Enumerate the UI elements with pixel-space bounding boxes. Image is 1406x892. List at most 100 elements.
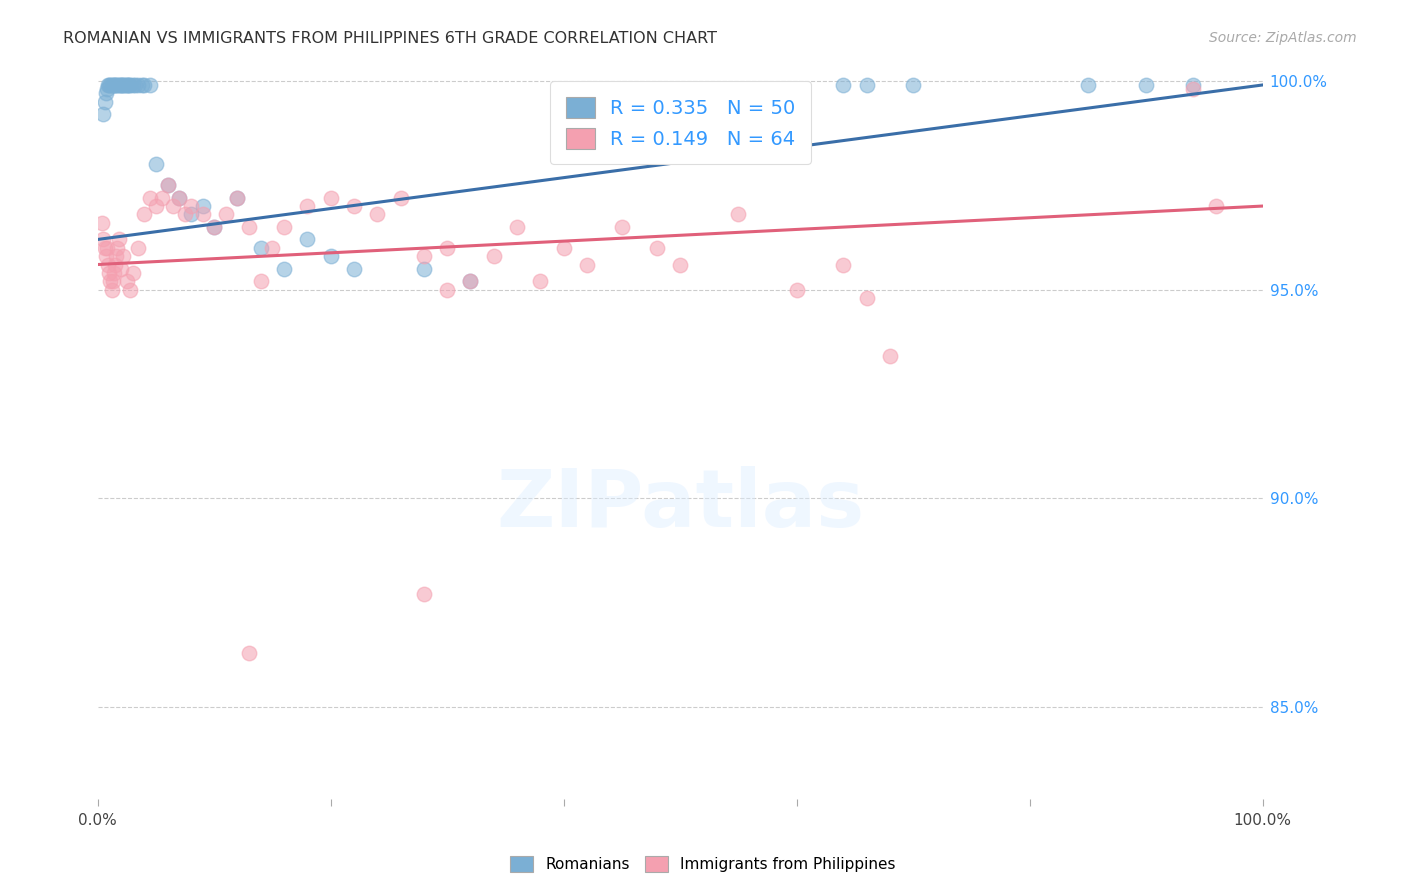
Point [273,219,295,234]
Point [506,219,529,234]
Point [127,241,149,255]
Point [97,258,120,272]
Point [131,78,153,92]
Point [101,274,124,288]
Point [226,191,249,205]
Point [105,78,128,92]
Point [903,78,925,92]
Point [100,274,122,288]
Point [319,191,342,205]
Point [107,241,129,255]
Point [150,191,173,205]
Point [191,199,214,213]
Point [249,274,271,288]
Point [139,191,162,205]
Point [121,78,143,92]
Point [412,587,434,601]
Point [366,207,388,221]
Point [134,207,156,221]
Point [100,78,122,92]
Point [156,178,179,193]
Point [180,199,202,213]
Point [111,78,134,92]
Point [93,95,115,109]
Point [97,78,120,92]
Point [1077,78,1099,92]
Point [575,258,598,272]
Point [191,207,214,221]
Point [139,78,162,92]
Point [215,207,238,221]
Point [107,232,129,246]
Point [460,274,482,288]
Point [127,78,149,92]
Point [100,283,122,297]
Point [117,78,139,92]
Point [1135,78,1157,92]
Point [156,178,179,193]
Point [262,241,284,255]
Legend: R = 0.335   N = 50, R = 0.149   N = 64: R = 0.335 N = 50, R = 0.149 N = 64 [550,81,811,164]
Point [669,258,692,272]
Point [297,199,319,213]
Point [107,78,129,92]
Point [645,241,668,255]
Point [610,219,633,234]
Point [273,261,295,276]
Point [134,78,156,92]
Point [482,249,505,263]
Point [103,78,125,92]
Point [104,78,127,92]
Point [105,249,128,263]
Point [412,261,434,276]
Point [120,78,142,92]
Point [832,258,855,272]
Point [98,266,121,280]
Point [855,78,877,92]
Point [436,283,458,297]
Point [412,249,434,263]
Point [103,266,125,280]
Point [167,191,190,205]
Text: Source: ZipAtlas.com: Source: ZipAtlas.com [1209,31,1357,45]
Point [93,241,115,255]
Point [118,78,141,92]
Point [174,207,197,221]
Point [114,78,136,92]
Point [1181,82,1204,96]
Point [121,266,143,280]
Point [94,249,117,263]
Point [460,274,482,288]
Point [436,241,458,255]
Point [249,241,271,255]
Point [104,258,127,272]
Text: ZIPatlas: ZIPatlas [496,466,865,544]
Point [93,232,115,246]
Point [529,274,551,288]
Point [120,283,142,297]
Point [832,78,855,92]
Point [727,207,749,221]
Point [114,78,136,92]
Point [226,191,249,205]
Point [389,191,412,205]
Point [96,82,118,96]
Point [110,261,132,276]
Point [93,107,115,121]
Point [124,78,146,92]
Point [98,78,121,92]
Point [112,78,135,92]
Point [786,283,808,297]
Point [96,241,118,255]
Point [108,78,131,92]
Point [238,219,260,234]
Point [162,199,184,213]
Point [110,78,132,92]
Legend: Romanians, Immigrants from Philippines: Romanians, Immigrants from Philippines [502,848,904,880]
Point [94,87,117,101]
Point [238,646,260,660]
Point [319,249,342,263]
Point [100,78,122,92]
Point [297,232,319,246]
Point [202,219,225,234]
